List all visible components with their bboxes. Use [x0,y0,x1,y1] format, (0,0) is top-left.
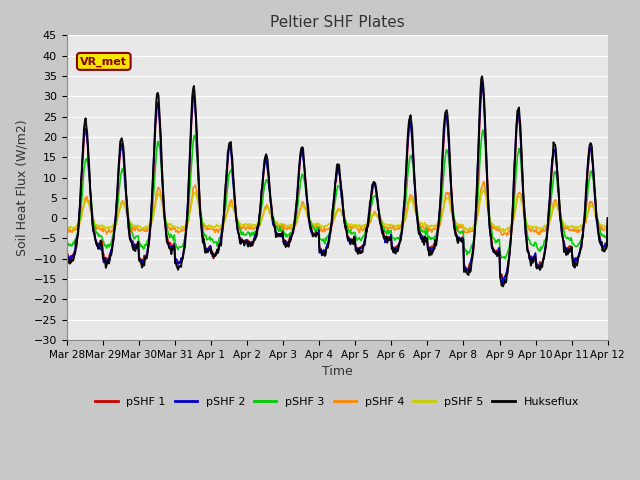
Y-axis label: Soil Heat Flux (W/m2): Soil Heat Flux (W/m2) [15,120,28,256]
Text: VR_met: VR_met [80,56,127,67]
X-axis label: Time: Time [322,365,353,378]
Legend: pSHF 1, pSHF 2, pSHF 3, pSHF 4, pSHF 5, Hukseflux: pSHF 1, pSHF 2, pSHF 3, pSHF 4, pSHF 5, … [91,393,584,412]
Title: Peltier SHF Plates: Peltier SHF Plates [270,15,404,30]
